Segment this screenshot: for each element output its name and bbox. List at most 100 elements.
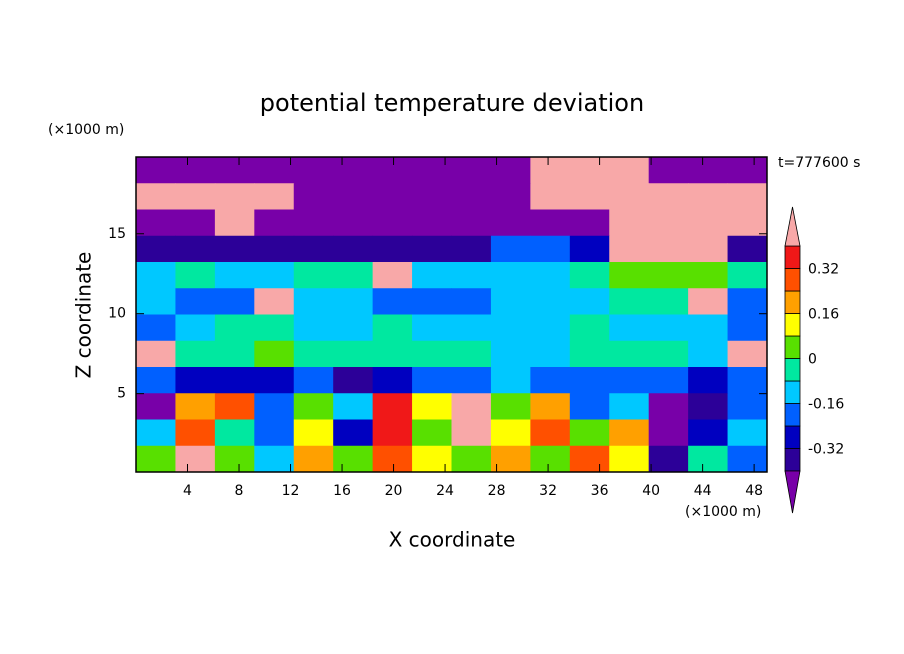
field-cell: [688, 209, 729, 237]
field-cell: [727, 157, 768, 184]
field-cell: [254, 367, 295, 394]
field-cell: [293, 393, 334, 420]
x-tick-label: 8: [235, 483, 244, 499]
field-cell: [648, 183, 689, 210]
field-cell: [609, 314, 650, 342]
field-cell: [530, 288, 571, 315]
field-cell: [648, 445, 689, 473]
y-unit: (×1000 m): [48, 122, 124, 138]
field-cell: [412, 445, 452, 473]
field-cell: [490, 393, 531, 420]
field-cell: [530, 157, 571, 184]
field-cell: [530, 367, 571, 394]
field-cell: [648, 393, 689, 420]
field-cell: [333, 340, 374, 368]
field-cell: [214, 183, 255, 210]
x-axis-label: X coordinate: [389, 528, 516, 552]
field-cell: [490, 367, 531, 394]
field-cell: [688, 393, 729, 420]
colorbar-extend-bottom: [784, 470, 801, 514]
field-cell: [254, 209, 295, 237]
colorbar-bin: [784, 403, 801, 427]
field-cell: [569, 157, 610, 184]
field-cell: [175, 209, 216, 237]
colorbar-bin: [784, 245, 801, 269]
field-cell: [609, 393, 650, 420]
field-cell: [530, 183, 571, 210]
x-tick-label: 4: [183, 483, 192, 499]
field-cell: [727, 235, 768, 263]
field-cell: [175, 445, 216, 473]
y-axis-label: Z coordinate: [72, 252, 96, 379]
colorbar-bin: [784, 425, 801, 449]
field-cell: [293, 157, 334, 184]
field-cell: [333, 393, 374, 420]
field-cell: [372, 157, 413, 184]
field-cell: [333, 367, 374, 394]
field-cell: [333, 445, 374, 473]
field-cell: [609, 209, 650, 237]
field-cell: [648, 288, 689, 315]
field-cell: [175, 288, 216, 315]
field-cell: [372, 367, 413, 394]
field-cell: [136, 419, 176, 447]
field-cell: [136, 393, 176, 420]
field-cell: [136, 235, 176, 263]
field-cell: [688, 262, 729, 289]
x-tick-label: 32: [539, 483, 557, 499]
y-tick-label: 10: [108, 306, 126, 322]
field-cell: [727, 209, 768, 237]
field-cell: [293, 419, 334, 447]
field-cell: [372, 340, 413, 368]
x-tick-label: 40: [642, 483, 660, 499]
field-cell: [175, 235, 216, 263]
field-cell: [214, 445, 255, 473]
field-cell: [490, 445, 531, 473]
colorbar-bin: [784, 313, 801, 337]
field-cell: [254, 340, 295, 368]
x-tick-label: 20: [385, 483, 403, 499]
field-cell: [214, 419, 255, 447]
field-cell: [254, 235, 295, 263]
field-cell: [214, 314, 255, 342]
colorbar-bin: [784, 380, 801, 404]
field-cell: [727, 288, 768, 315]
field-cell: [490, 288, 531, 315]
field-cell: [490, 314, 531, 342]
field-cell: [175, 340, 216, 368]
field-cell: [648, 314, 689, 342]
field-cell: [569, 209, 610, 237]
field-cell: [293, 445, 334, 473]
field-cell: [530, 314, 571, 342]
field-cell: [451, 419, 492, 447]
field-cell: [136, 183, 176, 210]
field-cell: [372, 288, 413, 315]
chart-title: potential temperature deviation: [260, 89, 644, 117]
field-cell: [293, 262, 334, 289]
field-cell: [136, 367, 176, 394]
colorbar-tick-label: 0: [808, 352, 817, 368]
x-tick-label: 12: [282, 483, 300, 499]
field-cell: [412, 393, 452, 420]
field-cell: [451, 209, 492, 237]
field-cell: [648, 367, 689, 394]
field-cell: [648, 340, 689, 368]
x-tick-label: 44: [694, 483, 712, 499]
field-cell: [293, 340, 334, 368]
plot-frame: [135, 156, 768, 473]
field-cell: [333, 235, 374, 263]
field-cell: [214, 367, 255, 394]
field-cell: [293, 314, 334, 342]
x-tick-label: 48: [745, 483, 763, 499]
field-cell: [136, 340, 176, 368]
field-cell: [214, 393, 255, 420]
field-cell: [293, 183, 334, 210]
field-cell: [688, 314, 729, 342]
field-cell: [136, 445, 176, 473]
field-cell: [136, 209, 176, 237]
field-cell: [688, 183, 729, 210]
field-cell: [412, 209, 452, 237]
field-cell: [214, 235, 255, 263]
field-cell: [254, 419, 295, 447]
field-cell: [451, 314, 492, 342]
